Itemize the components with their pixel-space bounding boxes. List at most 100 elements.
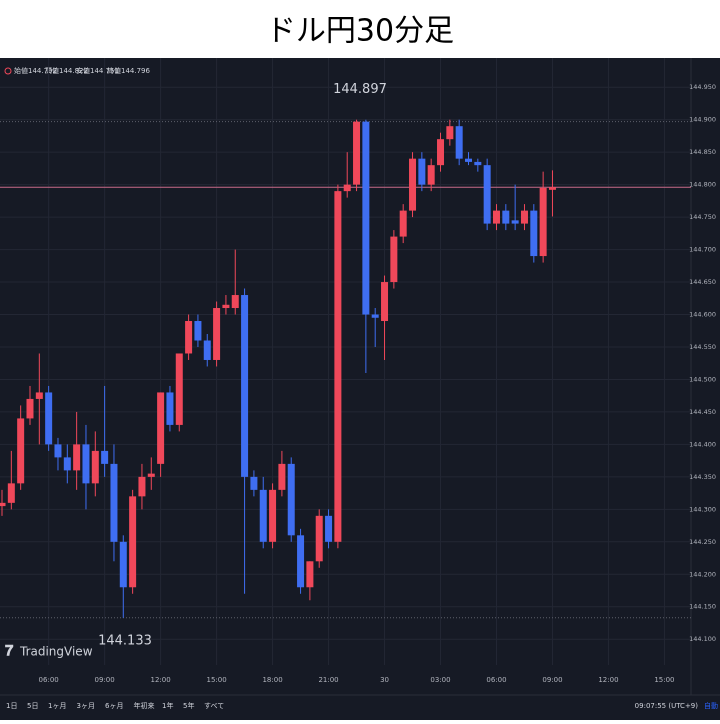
y-tick-label: 144.950: [689, 83, 716, 91]
candle-body: [222, 304, 230, 309]
candle-body: [371, 314, 379, 318]
high-label: 144.897: [333, 82, 387, 97]
range-button[interactable]: 5年: [183, 701, 194, 710]
y-tick-label: 144.650: [689, 278, 716, 286]
candle-body: [539, 187, 547, 257]
x-tick-label: 03:00: [430, 676, 450, 684]
candle-body: [474, 161, 482, 166]
candle-body: [54, 444, 62, 458]
range-button[interactable]: 5日: [27, 702, 38, 710]
candle-body: [213, 308, 221, 360]
ohlc-value: 終値144.796: [107, 66, 150, 75]
candle-body: [73, 444, 81, 471]
x-tick-label: 15:00: [654, 676, 674, 684]
range-button[interactable]: 1ヶ月: [48, 702, 66, 710]
x-tick-label: 30: [380, 676, 389, 684]
candle-body: [269, 489, 277, 542]
candle-body: [530, 210, 538, 257]
x-tick-label: 09:00: [542, 676, 562, 684]
scale-mode[interactable]: 自動: [704, 701, 718, 710]
low-label: 144.133: [98, 633, 152, 648]
candle-body: [492, 210, 500, 224]
y-tick-label: 144.550: [689, 343, 716, 351]
y-tick-label: 144.400: [689, 440, 716, 448]
x-tick-label: 06:00: [486, 676, 506, 684]
range-button[interactable]: 年初来: [134, 701, 155, 710]
candle-body: [427, 165, 435, 185]
range-button[interactable]: 1年: [162, 701, 173, 710]
range-button[interactable]: 1日: [6, 702, 17, 710]
candle-body: [0, 502, 6, 507]
y-tick-label: 144.700: [689, 246, 716, 254]
candle-body: [483, 165, 491, 224]
candle-body: [166, 392, 174, 425]
symbol-icon: [4, 67, 12, 75]
candle-body: [138, 476, 146, 497]
candle-body: [418, 158, 426, 185]
candle-body: [157, 392, 165, 464]
ohlc-value: 始値144.792: [14, 66, 57, 75]
candle-body: [119, 541, 127, 588]
candle-body: [63, 457, 71, 471]
y-tick-label: 144.150: [689, 603, 716, 611]
candle-body: [82, 444, 90, 484]
range-button[interactable]: すべて: [204, 702, 224, 710]
candle-body: [334, 191, 342, 542]
candle-body: [399, 210, 407, 237]
candle-body: [194, 321, 202, 341]
x-tick-label: 21:00: [318, 676, 338, 684]
candle-body: [110, 463, 118, 542]
candle-body: [101, 450, 109, 464]
y-tick-label: 144.750: [689, 213, 716, 221]
candle-body: [315, 515, 323, 562]
y-tick-label: 144.250: [689, 538, 716, 546]
ohlc-value: 高値144.822: [45, 66, 88, 75]
candle-body: [446, 126, 454, 140]
candle-body: [129, 496, 137, 588]
x-tick-label: 12:00: [151, 676, 171, 684]
clock: 09:07:55 (UTC+9): [635, 702, 699, 710]
candle-body: [511, 220, 519, 224]
candle-body: [259, 489, 267, 542]
candle-body: [250, 476, 258, 490]
candle-body: [203, 340, 211, 360]
candle-body: [17, 418, 25, 484]
candle-body: [231, 295, 239, 309]
y-tick-label: 144.800: [689, 181, 716, 189]
x-tick-label: 15:00: [206, 676, 226, 684]
candle-body: [502, 210, 510, 224]
x-tick-label: 09:00: [95, 676, 115, 684]
ohlc-value: 安値144.751: [76, 66, 119, 75]
range-button[interactable]: 3ヶ月: [77, 702, 95, 710]
candle-body: [437, 139, 445, 166]
y-tick-label: 144.350: [689, 473, 716, 481]
candle-body: [362, 121, 370, 315]
x-tick-label: 06:00: [39, 676, 59, 684]
candle-body: [381, 282, 389, 322]
y-tick-label: 144.850: [689, 148, 716, 156]
candle-body: [175, 353, 183, 425]
candle-body: [278, 463, 286, 490]
range-button[interactable]: 6ヶ月: [105, 702, 123, 710]
candle-body: [520, 210, 528, 224]
candle-body: [455, 126, 463, 159]
candle-body: [548, 187, 556, 190]
candle-body: [390, 236, 398, 283]
logo-icon: 𝟕: [5, 642, 14, 660]
logo: TradingView: [19, 645, 93, 659]
candle-body: [241, 295, 249, 477]
candle-body: [306, 561, 314, 588]
candle-body: [343, 184, 351, 192]
y-tick-label: 144.900: [689, 116, 716, 124]
candle-body: [91, 450, 99, 484]
y-tick-label: 144.600: [689, 311, 716, 319]
candle-body: [35, 392, 43, 399]
candle-body: [147, 473, 155, 477]
candle-body: [353, 121, 361, 185]
candle-body: [45, 392, 53, 445]
y-tick-label: 144.100: [689, 635, 716, 643]
y-tick-label: 144.500: [689, 375, 716, 383]
candle-body: [325, 515, 333, 542]
